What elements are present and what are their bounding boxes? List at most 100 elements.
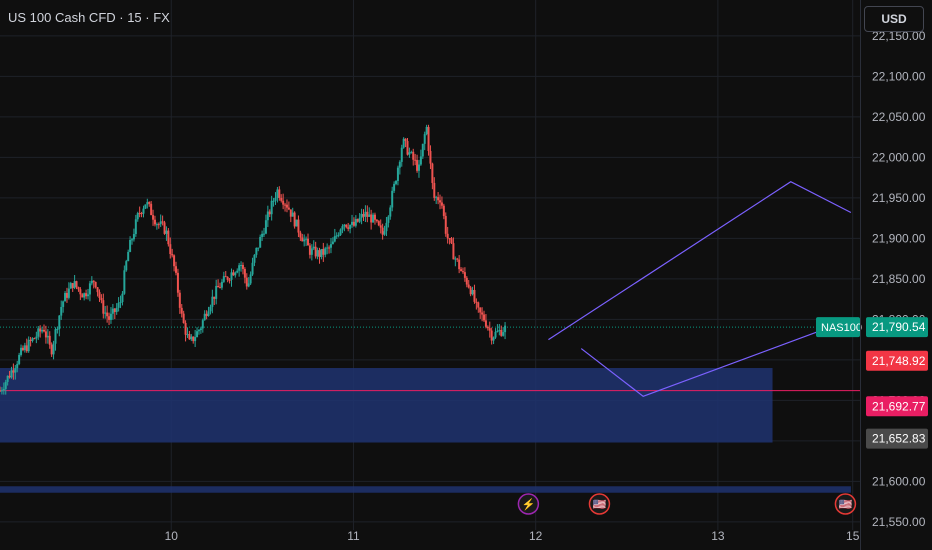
demand-zone xyxy=(0,368,773,443)
candle-body xyxy=(52,343,55,355)
candle-body xyxy=(297,219,300,233)
candle-body xyxy=(234,272,237,276)
candle-body xyxy=(280,197,283,201)
candle-body xyxy=(389,207,392,217)
candle-body xyxy=(312,246,315,249)
candle-body xyxy=(230,272,233,280)
candle-body xyxy=(157,224,160,226)
candle-body xyxy=(282,200,285,205)
candle-body xyxy=(460,269,463,272)
candle-body xyxy=(448,238,451,240)
candle-body xyxy=(75,281,78,288)
candle-body xyxy=(169,244,172,255)
candle-body xyxy=(134,219,137,235)
candle-body xyxy=(81,294,84,298)
candle-body xyxy=(175,266,178,273)
candle-body xyxy=(90,280,93,284)
candle-body xyxy=(377,221,380,226)
candle-body xyxy=(104,312,107,314)
candle-body xyxy=(60,306,63,316)
candle-body xyxy=(435,197,438,199)
candle-body xyxy=(475,301,478,303)
candle-body xyxy=(238,265,241,271)
candle-body xyxy=(199,328,202,331)
candle-body xyxy=(498,330,501,332)
candle-body xyxy=(479,307,482,313)
candle-body xyxy=(406,141,409,155)
candle-body xyxy=(108,316,111,320)
candle-body xyxy=(268,211,271,215)
candle-body xyxy=(416,160,419,171)
candle-body xyxy=(263,233,266,235)
candle-body xyxy=(6,375,9,382)
candle-body xyxy=(471,289,474,295)
candle-body xyxy=(94,281,97,288)
candle-body xyxy=(454,258,457,260)
candle-body xyxy=(111,308,114,314)
candle-body xyxy=(461,271,464,273)
candle-body xyxy=(64,292,67,302)
x-tick-label: 13 xyxy=(711,529,725,543)
candle-body xyxy=(331,241,334,245)
candle-body xyxy=(253,254,256,263)
candle-body xyxy=(373,214,376,220)
candle-body xyxy=(197,330,200,332)
candle-body xyxy=(458,259,461,270)
candle-body xyxy=(58,315,61,330)
candle-body xyxy=(379,225,382,228)
candle-body xyxy=(77,287,80,290)
candle-body xyxy=(255,247,258,255)
candle-body xyxy=(492,337,495,341)
symbol-tag-bg xyxy=(816,317,860,338)
candle-body xyxy=(178,292,181,308)
level-tag: 21,692.77 xyxy=(872,399,926,413)
candle-body xyxy=(142,208,145,214)
candle-body xyxy=(207,311,210,316)
candle-body xyxy=(496,330,499,332)
candle-body xyxy=(481,312,484,315)
us-flag-icon-ring xyxy=(834,493,857,515)
candle-body xyxy=(182,313,185,324)
candle-body xyxy=(92,280,95,282)
candle-body xyxy=(387,216,390,223)
candle-body xyxy=(439,200,442,203)
candle-body xyxy=(98,292,101,299)
y-tick-label: 22,150.00 xyxy=(872,29,926,43)
currency-button[interactable]: USD xyxy=(864,6,924,32)
candle-body xyxy=(140,213,143,215)
candle-body xyxy=(65,292,68,298)
candle-body xyxy=(366,211,369,217)
candle-body xyxy=(272,200,275,202)
candle-body xyxy=(43,329,46,332)
candle-body xyxy=(39,328,42,332)
candle-body xyxy=(176,272,179,293)
symbol-tag: NAS100 xyxy=(821,322,862,334)
candle-body xyxy=(301,237,304,242)
candle-body xyxy=(83,293,86,298)
candle-body xyxy=(123,270,126,294)
candle-body xyxy=(483,314,486,321)
candle-body xyxy=(408,152,411,155)
candle-body xyxy=(266,211,269,221)
candle-body xyxy=(295,219,298,227)
candle-body xyxy=(276,189,279,198)
candle-body xyxy=(18,354,21,364)
candle-body xyxy=(358,217,361,222)
candle-body xyxy=(132,234,135,240)
candle-body xyxy=(452,243,455,260)
candle-body xyxy=(31,338,34,341)
candle-body xyxy=(429,150,432,164)
candle-body xyxy=(370,214,373,223)
candle-body xyxy=(383,231,386,235)
candle-body xyxy=(10,370,13,378)
candle-body xyxy=(314,246,317,257)
candle-body xyxy=(146,202,149,205)
lightning-icon-ring xyxy=(517,493,540,515)
candle-body xyxy=(421,143,424,157)
candle-body xyxy=(356,218,359,222)
high-tag-bg xyxy=(866,350,928,371)
candle-body xyxy=(433,182,436,198)
candle-body xyxy=(23,345,26,351)
candle-body xyxy=(423,134,426,144)
